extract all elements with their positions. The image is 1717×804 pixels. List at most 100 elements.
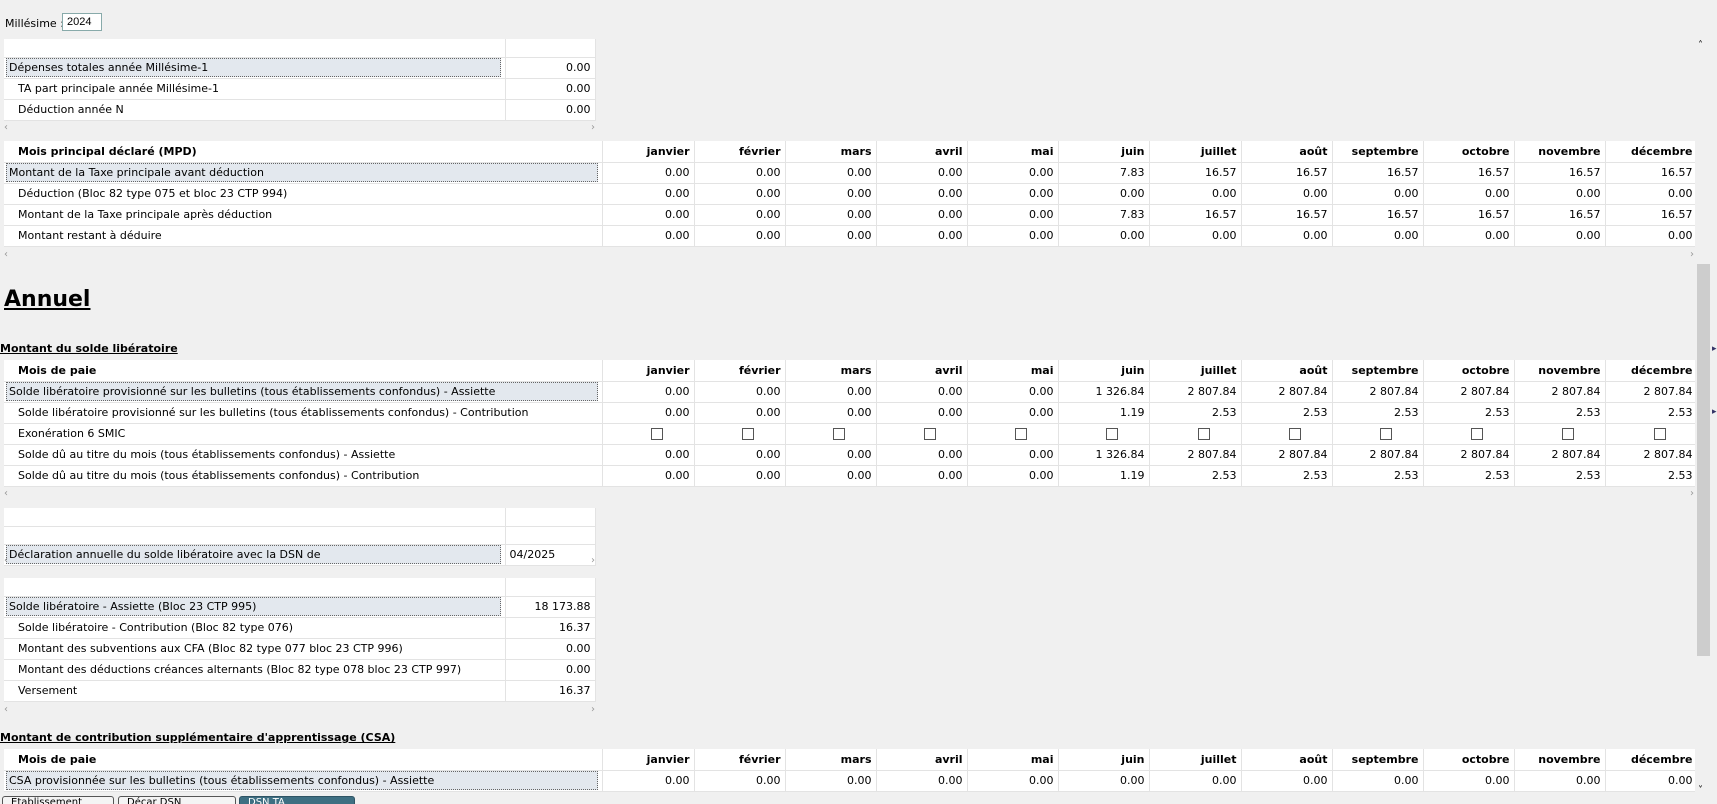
month-value[interactable]: 2.53	[1605, 402, 1698, 424]
month-value[interactable]: 0.00	[967, 770, 1059, 792]
month-value[interactable]: 0.00	[876, 225, 968, 247]
month-value[interactable]: 0.00	[967, 444, 1059, 466]
month-value[interactable]: 0.00	[1605, 770, 1698, 792]
table-row[interactable]: Exonération 6 SMIC	[4, 423, 1698, 445]
scroll-left-icon[interactable]: ‹	[4, 555, 8, 566]
month-value[interactable]: 0.00	[1058, 183, 1150, 205]
month-value[interactable]: 1.19	[1058, 465, 1150, 487]
month-value[interactable]: 2.53	[1605, 465, 1698, 487]
month-value[interactable]: 16.57	[1332, 162, 1424, 184]
table-row[interactable]: Montant des subventions aux CFA (Bloc 82…	[4, 638, 596, 660]
month-value[interactable]: 2.53	[1514, 465, 1606, 487]
scroll-left-icon[interactable]: ‹	[4, 704, 8, 715]
table-row[interactable]: Déclaration annuelle du solde libératoir…	[4, 544, 596, 566]
month-value[interactable]: 0.00	[602, 402, 695, 424]
table-row[interactable]: Solde libératoire - Assiette (Bloc 23 CT…	[4, 596, 596, 618]
table-row[interactable]: TA part principale année Millésime-1 0.0…	[4, 78, 596, 100]
month-value[interactable]: 0.00	[1332, 225, 1424, 247]
vertical-scrollbar[interactable]: ˄ ˅	[1695, 36, 1712, 800]
month-value[interactable]: 2.53	[1149, 402, 1242, 424]
month-value[interactable]: 0.00	[1423, 183, 1515, 205]
month-value[interactable]: 0.00	[967, 162, 1059, 184]
month-value[interactable]: 1 326.84	[1058, 381, 1150, 403]
table-row[interactable]: Dépenses totales année Millésime-1 0.00	[4, 57, 596, 79]
month-value[interactable]: 0.00	[694, 444, 786, 466]
month-value[interactable]: 0.00	[1149, 225, 1242, 247]
month-value[interactable]: 16.57	[1514, 204, 1606, 226]
scroll-right-icon[interactable]: ›	[1690, 488, 1694, 499]
month-value[interactable]: 0.00	[876, 183, 968, 205]
month-value[interactable]: 2 807.84	[1149, 444, 1242, 466]
exoneration-checkbox[interactable]	[1014, 428, 1027, 440]
month-value[interactable]: 0.00	[1514, 225, 1606, 247]
month-value[interactable]: 0.00	[785, 183, 877, 205]
row-value[interactable]: 0.00	[505, 78, 596, 100]
exoneration-checkbox[interactable]	[650, 428, 663, 440]
month-value[interactable]: 0.00	[602, 183, 695, 205]
exoneration-checkbox[interactable]	[741, 428, 754, 440]
month-value[interactable]: 16.57	[1605, 162, 1698, 184]
table-row[interactable]: Montant restant à déduire 0.00 0.00 0.00 0.0…	[4, 225, 1698, 247]
month-value[interactable]: 16.57	[1423, 204, 1515, 226]
month-value[interactable]: 1.19	[1058, 402, 1150, 424]
scroll-left-icon[interactable]: ‹	[4, 488, 8, 499]
summary-value[interactable]: 0.00	[505, 659, 596, 681]
table-row[interactable]: Solde libératoire - Contribution (Bloc 8…	[4, 617, 596, 639]
month-value[interactable]: 2 807.84	[1514, 381, 1606, 403]
tab-etablissement[interactable]: Etablissement	[2, 796, 114, 804]
exoneration-checkbox[interactable]	[832, 428, 845, 440]
side-arrow-icon[interactable]: ▸	[1712, 407, 1717, 417]
month-value[interactable]: 2 807.84	[1241, 381, 1333, 403]
month-value[interactable]: 16.57	[1149, 204, 1242, 226]
month-value[interactable]: 0.00	[694, 465, 786, 487]
table-row[interactable]: Déduction (Bloc 82 type 075 et bloc 23 C…	[4, 183, 1698, 205]
month-value[interactable]: 0.00	[876, 402, 968, 424]
exoneration-checkbox[interactable]	[1288, 428, 1301, 440]
scroll-right-icon[interactable]: ›	[591, 704, 595, 715]
month-value[interactable]: 0.00	[1423, 225, 1515, 247]
month-value[interactable]: 0.00	[1058, 770, 1150, 792]
month-value[interactable]: 0.00	[602, 770, 695, 792]
month-value[interactable]: 0.00	[602, 381, 695, 403]
month-value[interactable]: 0.00	[785, 402, 877, 424]
month-value[interactable]: 0.00	[876, 465, 968, 487]
summary-value[interactable]: 16.37	[505, 617, 596, 639]
side-arrow-icon[interactable]: ▸	[1712, 344, 1717, 354]
month-value[interactable]: 2.53	[1332, 465, 1424, 487]
month-value[interactable]: 2 807.84	[1332, 444, 1424, 466]
month-value[interactable]: 0.00	[876, 204, 968, 226]
month-value[interactable]: 16.57	[1332, 204, 1424, 226]
scroll-right-icon[interactable]: ›	[591, 122, 595, 133]
month-value[interactable]: 2.53	[1514, 402, 1606, 424]
month-value[interactable]: 0.00	[785, 204, 877, 226]
month-value[interactable]: 0.00	[1514, 770, 1606, 792]
table-row[interactable]: Déduction année N 0.00	[4, 99, 596, 121]
exoneration-checkbox[interactable]	[1105, 428, 1118, 440]
month-value[interactable]: 0.00	[602, 162, 695, 184]
month-value[interactable]: 0.00	[602, 444, 695, 466]
table-row[interactable]: Montant des déductions créances alternan…	[4, 659, 596, 681]
row-value[interactable]: 0.00	[505, 57, 596, 79]
month-value[interactable]: 2 807.84	[1514, 444, 1606, 466]
month-value[interactable]: 0.00	[1058, 225, 1150, 247]
month-value[interactable]: 0.00	[785, 444, 877, 466]
month-value[interactable]: 1 326.84	[1058, 444, 1150, 466]
month-value[interactable]: 0.00	[967, 204, 1059, 226]
month-value[interactable]: 0.00	[785, 162, 877, 184]
scroll-right-icon[interactable]: ›	[591, 555, 595, 566]
month-value[interactable]: 16.57	[1423, 162, 1515, 184]
summary-value[interactable]: 0.00	[505, 638, 596, 660]
month-value[interactable]: 0.00	[876, 770, 968, 792]
mpd-table-scrollbar[interactable]: ‹ ›	[4, 249, 1694, 261]
month-value[interactable]: 0.00	[694, 183, 786, 205]
month-value[interactable]: 16.57	[1605, 204, 1698, 226]
month-value[interactable]: 0.00	[694, 162, 786, 184]
month-value[interactable]: 7.83	[1058, 162, 1150, 184]
scrollbar-thumb[interactable]	[1697, 264, 1710, 656]
month-value[interactable]: 0.00	[1605, 225, 1698, 247]
month-value[interactable]: 0.00	[694, 770, 786, 792]
month-value[interactable]: 0.00	[785, 225, 877, 247]
month-value[interactable]: 0.00	[1149, 770, 1242, 792]
summary-table-scrollbar[interactable]: ‹ ›	[4, 704, 595, 716]
month-value[interactable]: 2.53	[1241, 402, 1333, 424]
